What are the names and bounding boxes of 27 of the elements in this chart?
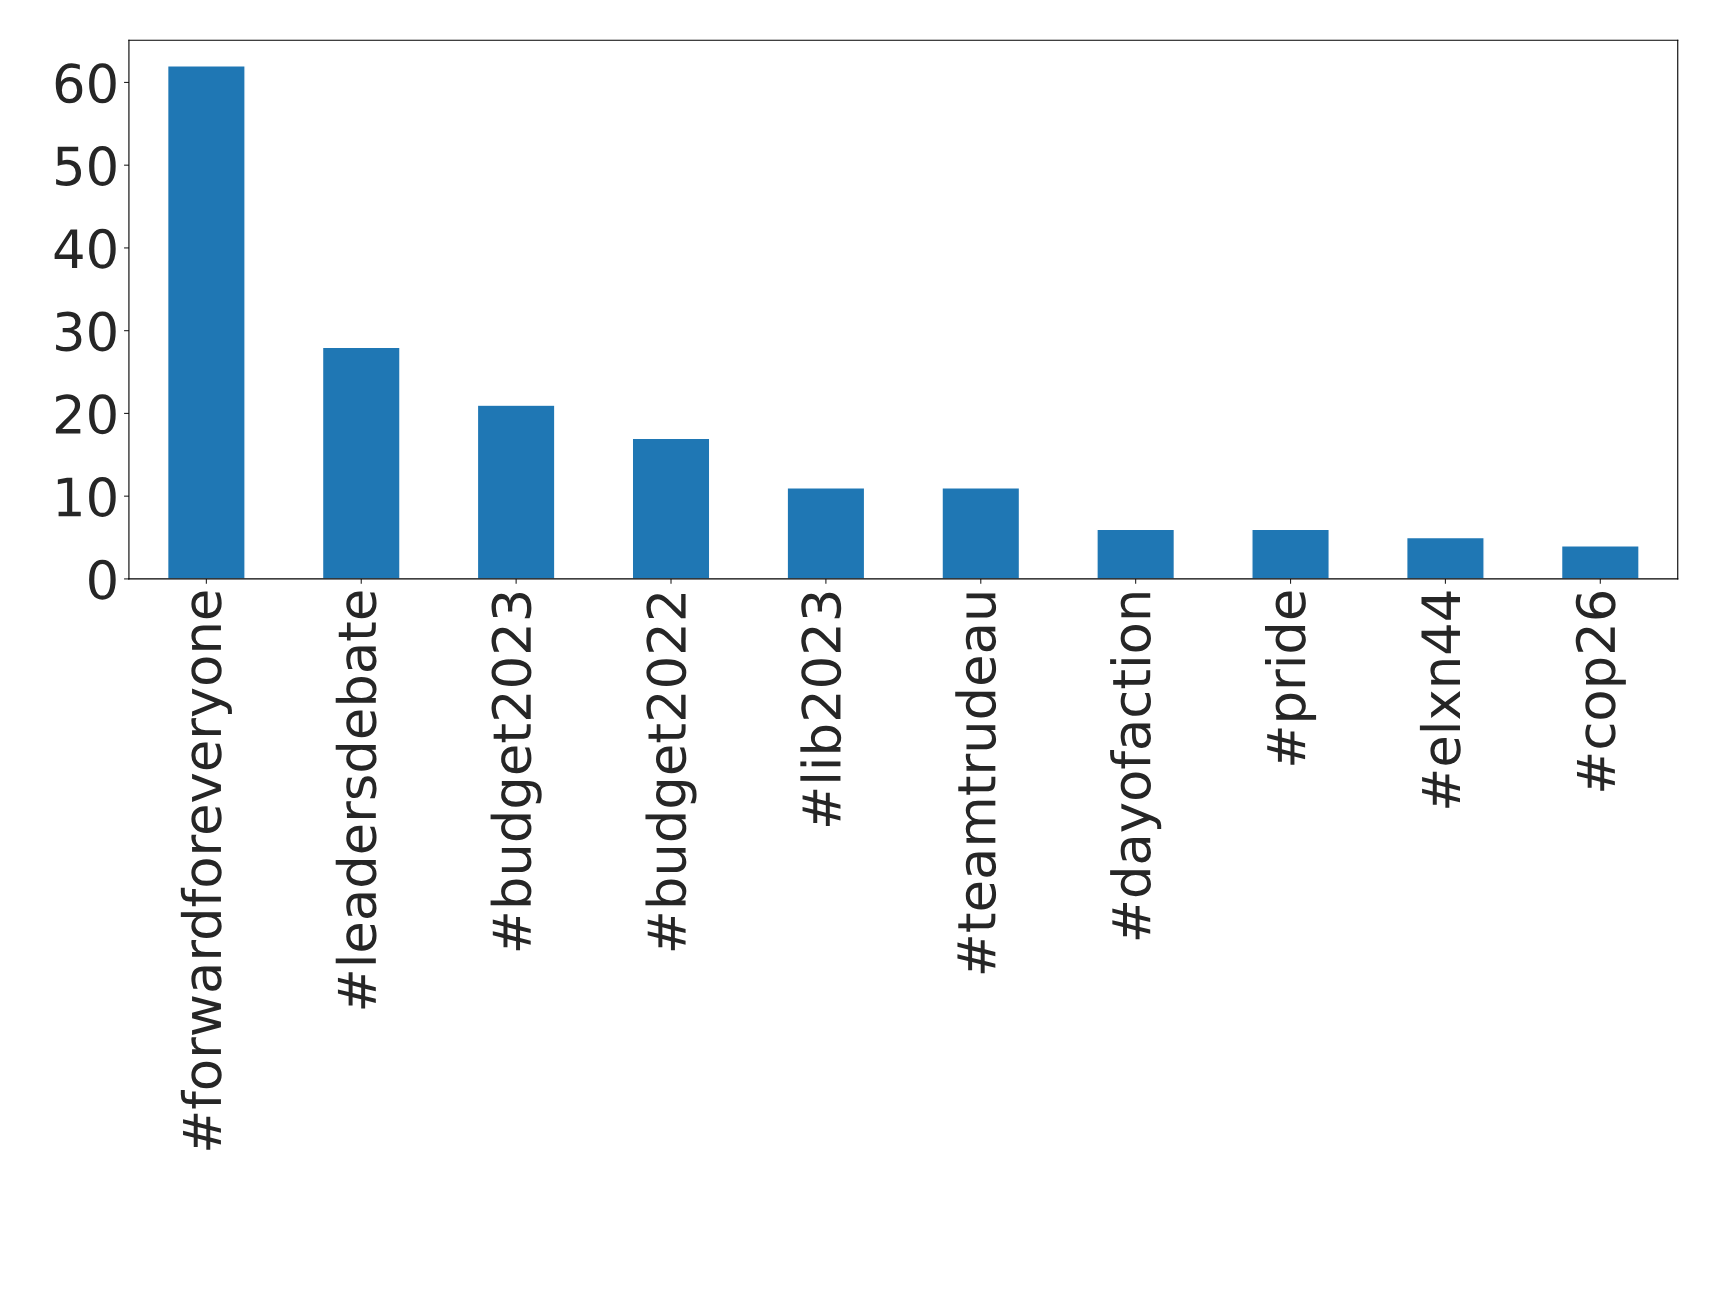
bar	[786, 487, 866, 579]
bar	[476, 404, 556, 579]
y-tick-label: 30	[56, 311, 116, 352]
x-tick-label: #cop26	[1575, 591, 1626, 791]
y-tick-label: 0	[89, 559, 116, 600]
x-tick-label: #dayofaction	[1110, 593, 1162, 940]
y-tick-label: 10	[57, 477, 116, 517]
y-tick-label: 50	[56, 146, 116, 186]
y-tick-label: 40	[54, 228, 116, 269]
bar	[166, 65, 246, 579]
bar	[631, 437, 711, 579]
x-tick-label: #forwardforeveryone	[180, 591, 232, 1150]
x-tick-label: #pride	[1265, 591, 1317, 765]
x-tick-label: #teamtrudeau	[955, 593, 997, 974]
bar	[321, 346, 401, 579]
x-tick-label: #budget2023	[490, 592, 542, 951]
y-tick-label: 60	[55, 63, 116, 104]
bar	[1560, 545, 1640, 579]
x-tick-label: #lib2023	[800, 592, 842, 826]
bar	[1406, 536, 1485, 579]
x-tick-label: #leadersdebate	[335, 591, 377, 1009]
bar	[1251, 528, 1330, 579]
x-tick-label: #elxn44	[1419, 591, 1461, 808]
x-tick-label: #budget2022	[645, 593, 697, 951]
y-tick-label: 20	[55, 394, 116, 435]
bar	[941, 487, 1021, 579]
bar	[1096, 528, 1176, 579]
